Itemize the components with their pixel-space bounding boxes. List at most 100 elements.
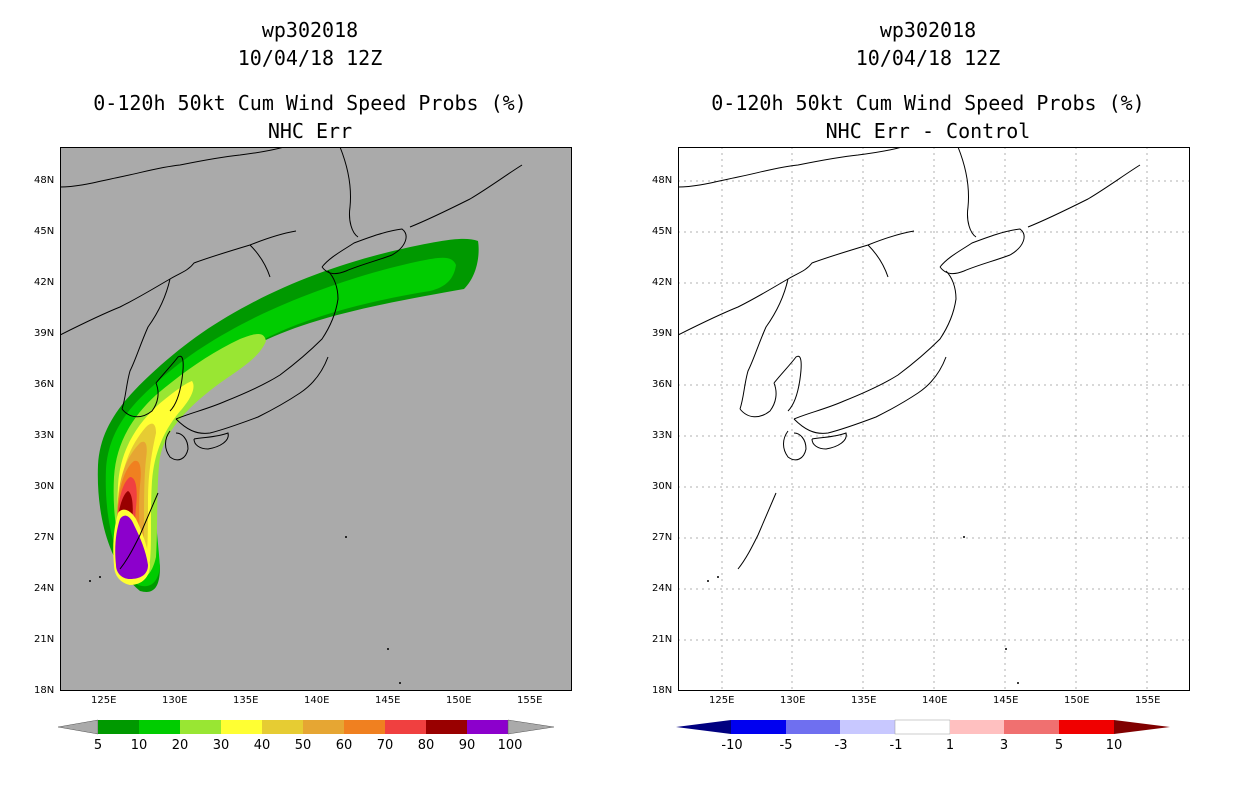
colorbar-label: -3 xyxy=(834,738,848,753)
colorbar-swatch-50 xyxy=(303,720,344,734)
colorbar-label: 90 xyxy=(458,738,476,753)
colorbar-swatch-90 xyxy=(467,720,508,734)
coast-sakhalin xyxy=(957,147,977,238)
lat-label: 48N xyxy=(652,175,673,186)
lat-label: 24N xyxy=(652,583,673,594)
colorbar-label: -10 xyxy=(721,738,743,753)
lat-label: 18N xyxy=(652,685,673,696)
right-map xyxy=(678,147,1190,691)
lat-label: 30N xyxy=(34,481,55,492)
left-map-frame xyxy=(60,147,572,691)
island-dot xyxy=(99,576,101,578)
lat-label: 21N xyxy=(34,634,55,645)
lon-label: 145E xyxy=(375,695,401,706)
colorbar-swatch-5 xyxy=(98,720,139,734)
colorbar-swatch-neg1 xyxy=(894,719,951,735)
colorbar-label: 20 xyxy=(171,738,189,753)
colorbar-label: 40 xyxy=(253,738,271,753)
colorbar-arrow-low xyxy=(676,720,731,734)
colorbar-label: 1 xyxy=(945,738,955,753)
coast-japan-shikoku xyxy=(193,432,229,450)
lat-label: 18N xyxy=(34,685,55,696)
right-title-date: 10/04/18 12Z xyxy=(855,46,1001,70)
coast-korea xyxy=(773,355,802,412)
swath-100 xyxy=(115,515,148,579)
colorbar-label: 50 xyxy=(294,738,312,753)
left-colorbar xyxy=(58,719,555,735)
lon-label: 155E xyxy=(517,695,543,706)
lon-label: 135E xyxy=(233,695,259,706)
lon-label: 140E xyxy=(304,695,330,706)
colorbar-label: -1 xyxy=(889,738,903,753)
coast-kurils xyxy=(409,164,523,228)
lat-label: 33N xyxy=(652,430,673,441)
colorbar-label: 10 xyxy=(130,738,148,753)
colorbar-arrow-high xyxy=(1114,720,1170,734)
colorbar-swatch-60 xyxy=(344,720,385,734)
lon-label: 130E xyxy=(780,695,806,706)
island-dot xyxy=(387,648,389,650)
lat-label: 24N xyxy=(34,583,55,594)
colorbar-swatch-pos1 xyxy=(950,720,1004,734)
colorbar-swatch-70 xyxy=(385,720,426,734)
colorbar-swatch-20 xyxy=(180,720,221,734)
lat-label: 42N xyxy=(34,277,55,288)
lat-label: 45N xyxy=(34,226,55,237)
coast-japan-honshu xyxy=(175,270,339,434)
left-map xyxy=(60,147,572,691)
colorbar-swatch-neg10 xyxy=(731,720,786,734)
lon-label: 135E xyxy=(851,695,877,706)
lat-label: 27N xyxy=(652,532,673,543)
colorbar-label: 80 xyxy=(417,738,435,753)
island-dot xyxy=(707,580,709,582)
colorbar-label: 10 xyxy=(1105,738,1123,753)
left-title-subtitle: NHC Err xyxy=(267,119,353,143)
coast-ryukyu xyxy=(737,492,777,570)
right-title-storm: wp302018 xyxy=(879,18,977,42)
island-dot xyxy=(963,536,965,538)
coast-asia-mainland xyxy=(678,147,915,418)
colorbar-label: 5 xyxy=(93,738,103,753)
colorbar-label: 3 xyxy=(999,738,1009,753)
coast-ryukyu xyxy=(119,492,159,570)
colorbar-swatch-neg3 xyxy=(840,720,895,734)
island-dot xyxy=(89,580,91,582)
lat-label: 42N xyxy=(652,277,673,288)
lat-label: 27N xyxy=(34,532,55,543)
lon-label: 130E xyxy=(162,695,188,706)
right-coastlines xyxy=(678,147,1141,570)
lon-label: 150E xyxy=(1064,695,1090,706)
coast-japan-hokkaido xyxy=(321,228,407,275)
lon-label: 150E xyxy=(446,695,472,706)
colorbar-label: 100 xyxy=(497,738,523,753)
island-dot xyxy=(1017,682,1019,684)
left-small-islands xyxy=(89,536,401,684)
coast-japan-kyushu xyxy=(165,430,189,461)
colorbar-swatch-40 xyxy=(262,720,303,734)
coast-sakhalin xyxy=(339,147,359,238)
left-coastlines xyxy=(60,147,523,570)
coast-japan-honshu xyxy=(793,270,957,434)
left-title-product: 0-120h 50kt Cum Wind Speed Probs (%) xyxy=(93,91,527,115)
island-dot xyxy=(1005,648,1007,650)
left-title-storm: wp302018 xyxy=(261,18,359,42)
lat-label: 30N xyxy=(652,481,673,492)
lat-label: 36N xyxy=(34,379,55,390)
colorbar-label: -5 xyxy=(779,738,793,753)
colorbar-swatch-pos3 xyxy=(1004,720,1059,734)
colorbar-label: 5 xyxy=(1054,738,1064,753)
lat-label: 39N xyxy=(652,328,673,339)
right-title-subtitle: NHC Err - Control xyxy=(825,119,1031,143)
right-map-frame xyxy=(678,147,1190,691)
colorbar-label: 30 xyxy=(212,738,230,753)
lat-label: 39N xyxy=(34,328,55,339)
probability-swath xyxy=(97,238,479,593)
colorbar-label: 60 xyxy=(335,738,353,753)
island-dot xyxy=(717,576,719,578)
right-small-islands xyxy=(707,536,1019,684)
island-dot xyxy=(399,682,401,684)
colorbar-swatch-neg5 xyxy=(786,720,840,734)
colorbar-swatch-pos5 xyxy=(1059,720,1114,734)
colorbar-swatch-30 xyxy=(221,720,262,734)
coast-japan-shikoku xyxy=(811,432,847,450)
